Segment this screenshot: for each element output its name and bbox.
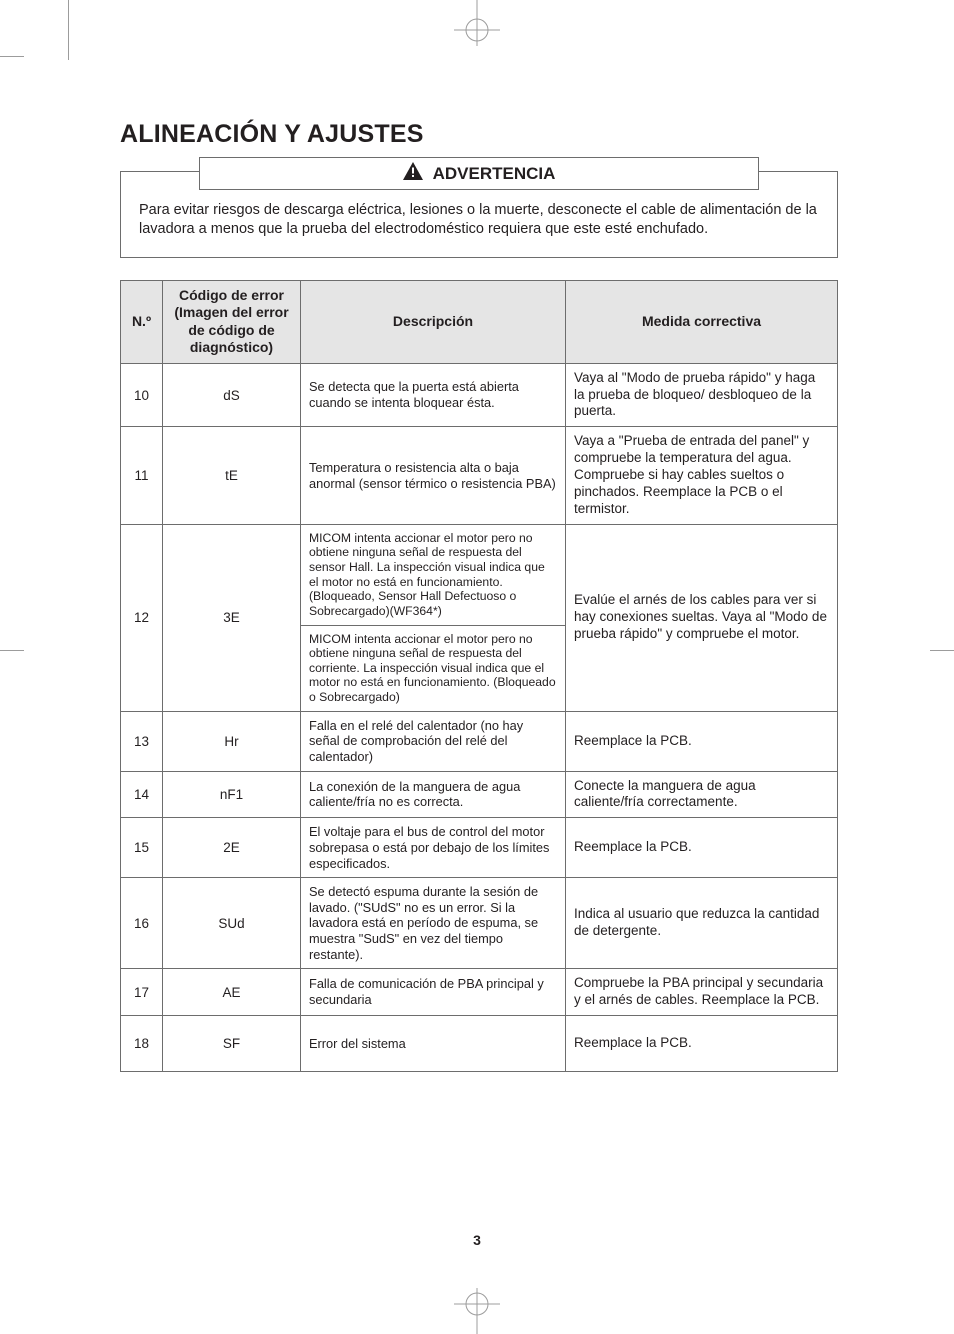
cell-desc: El voltaje para el bus de control del mo… [301, 818, 566, 878]
page-title: ALINEACIÓN Y AJUSTES [120, 120, 838, 149]
cell-code: SUd [163, 878, 301, 969]
page-number: 3 [0, 1232, 954, 1248]
crop-mark [0, 56, 24, 57]
cell-number: 11 [121, 427, 163, 524]
cell-fix: Reemplace la PCB. [566, 1015, 838, 1071]
col-header-corrective: Medida correctiva [566, 280, 838, 363]
cell-fix: Vaya a "Prueba de entrada del panel" y c… [566, 427, 838, 524]
col-header-number: N.º [121, 280, 163, 363]
cell-fix: Reemplace la PCB. [566, 818, 838, 878]
table-row: 10 dS Se detecta que la puerta está abie… [121, 363, 838, 427]
cell-number: 15 [121, 818, 163, 878]
cell-number: 13 [121, 711, 163, 771]
cell-number: 10 [121, 363, 163, 427]
warning-label: ADVERTENCIA [433, 164, 556, 184]
cell-code: tE [163, 427, 301, 524]
table-row: 14 nF1 La conexión de la manguera de agu… [121, 771, 838, 818]
table-row: 11 tE Temperatura o resistencia alta o b… [121, 427, 838, 524]
cell-fix: Reemplace la PCB. [566, 711, 838, 771]
cell-desc: Se detectó espuma durante la sesión de l… [301, 878, 566, 969]
cell-desc: Falla en el relé del calentador (no hay … [301, 711, 566, 771]
crop-mark [0, 650, 24, 651]
cell-desc: Temperatura o resistencia alta o baja an… [301, 427, 566, 524]
table-row: 17 AE Falla de comunicación de PBA princ… [121, 969, 838, 1016]
table-row: 13 Hr Falla en el relé del calentador (n… [121, 711, 838, 771]
cell-number: 17 [121, 969, 163, 1016]
cell-desc: MICOM intenta accionar el motor pero no … [301, 524, 566, 625]
cell-fix: Conecte la manguera de agua caliente/frí… [566, 771, 838, 818]
cell-number: 18 [121, 1015, 163, 1071]
crop-mark [930, 650, 954, 651]
cell-desc: Se detecta que la puerta está abierta cu… [301, 363, 566, 427]
cell-fix: Evalúe el arnés de los cables para ver s… [566, 524, 838, 711]
cell-code: 2E [163, 818, 301, 878]
page: ALINEACIÓN Y AJUSTES ADVERTENCIA Para ev… [0, 0, 954, 1334]
warning-box: ADVERTENCIA Para evitar riesgos de desca… [120, 171, 838, 258]
cell-code: SF [163, 1015, 301, 1071]
table-row: 12 3E MICOM intenta accionar el motor pe… [121, 524, 838, 625]
col-header-code: Código de error (Imagen del error de cód… [163, 280, 301, 363]
warning-header: ADVERTENCIA [199, 157, 759, 190]
table-row: 16 SUd Se detectó espuma durante la sesi… [121, 878, 838, 969]
cell-fix: Indica al usuario que reduzca la cantida… [566, 878, 838, 969]
cell-fix: Compruebe la PBA principal y secundaria … [566, 969, 838, 1016]
cell-number: 14 [121, 771, 163, 818]
warning-icon [403, 162, 423, 185]
cell-desc: MICOM intenta accionar el motor pero no … [301, 625, 566, 711]
registration-mark-icon [454, 0, 500, 46]
cell-number: 12 [121, 524, 163, 711]
col-header-description: Descripción [301, 280, 566, 363]
registration-mark-icon [454, 1288, 500, 1334]
table-row: 15 2E El voltaje para el bus de control … [121, 818, 838, 878]
crop-mark [68, 0, 69, 60]
cell-code: 3E [163, 524, 301, 711]
cell-fix: Vaya al "Modo de prueba rápido" y haga l… [566, 363, 838, 427]
cell-code: AE [163, 969, 301, 1016]
cell-desc: Falla de comunicación de PBA principal y… [301, 969, 566, 1016]
table-header-row: N.º Código de error (Imagen del error de… [121, 280, 838, 363]
table-row: 18 SF Error del sistema Reemplace la PCB… [121, 1015, 838, 1071]
cell-code: dS [163, 363, 301, 427]
cell-code: nF1 [163, 771, 301, 818]
cell-number: 16 [121, 878, 163, 969]
cell-code: Hr [163, 711, 301, 771]
content-area: ALINEACIÓN Y AJUSTES ADVERTENCIA Para ev… [120, 120, 838, 1072]
cell-desc: Error del sistema [301, 1015, 566, 1071]
cell-desc: La conexión de la manguera de agua calie… [301, 771, 566, 818]
warning-text: Para evitar riesgos de descarga eléctric… [139, 201, 819, 239]
error-codes-table: N.º Código de error (Imagen del error de… [120, 280, 838, 1072]
